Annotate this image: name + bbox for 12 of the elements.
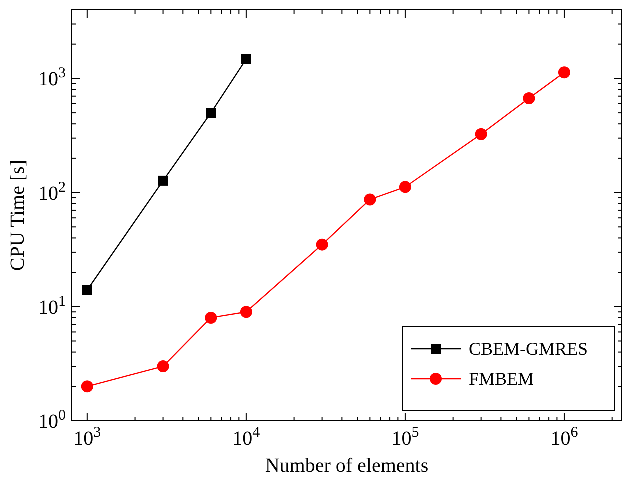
y-tick-label: 10$^{0}$ (38, 408, 66, 433)
legend-label: FMBEM (469, 369, 534, 389)
x-tick-label: 10$^{5}$ (392, 425, 420, 450)
x-axis-title: Number of elements (265, 455, 429, 477)
y-axis-title: CPU Time [s] (7, 160, 29, 272)
x-tick-label: 10$^{6}$ (550, 425, 579, 450)
y-tick-label: 10$^{1}$ (38, 294, 66, 319)
y-tick-label: 10$^{3}$ (38, 66, 66, 91)
x-tick-label: 10$^{3}$ (74, 425, 102, 450)
x-tick-label: 10$^{4}$ (232, 425, 261, 450)
legend-label: CBEM-GMRES (469, 339, 588, 359)
y-tick-label: 10$^{2}$ (38, 180, 66, 205)
